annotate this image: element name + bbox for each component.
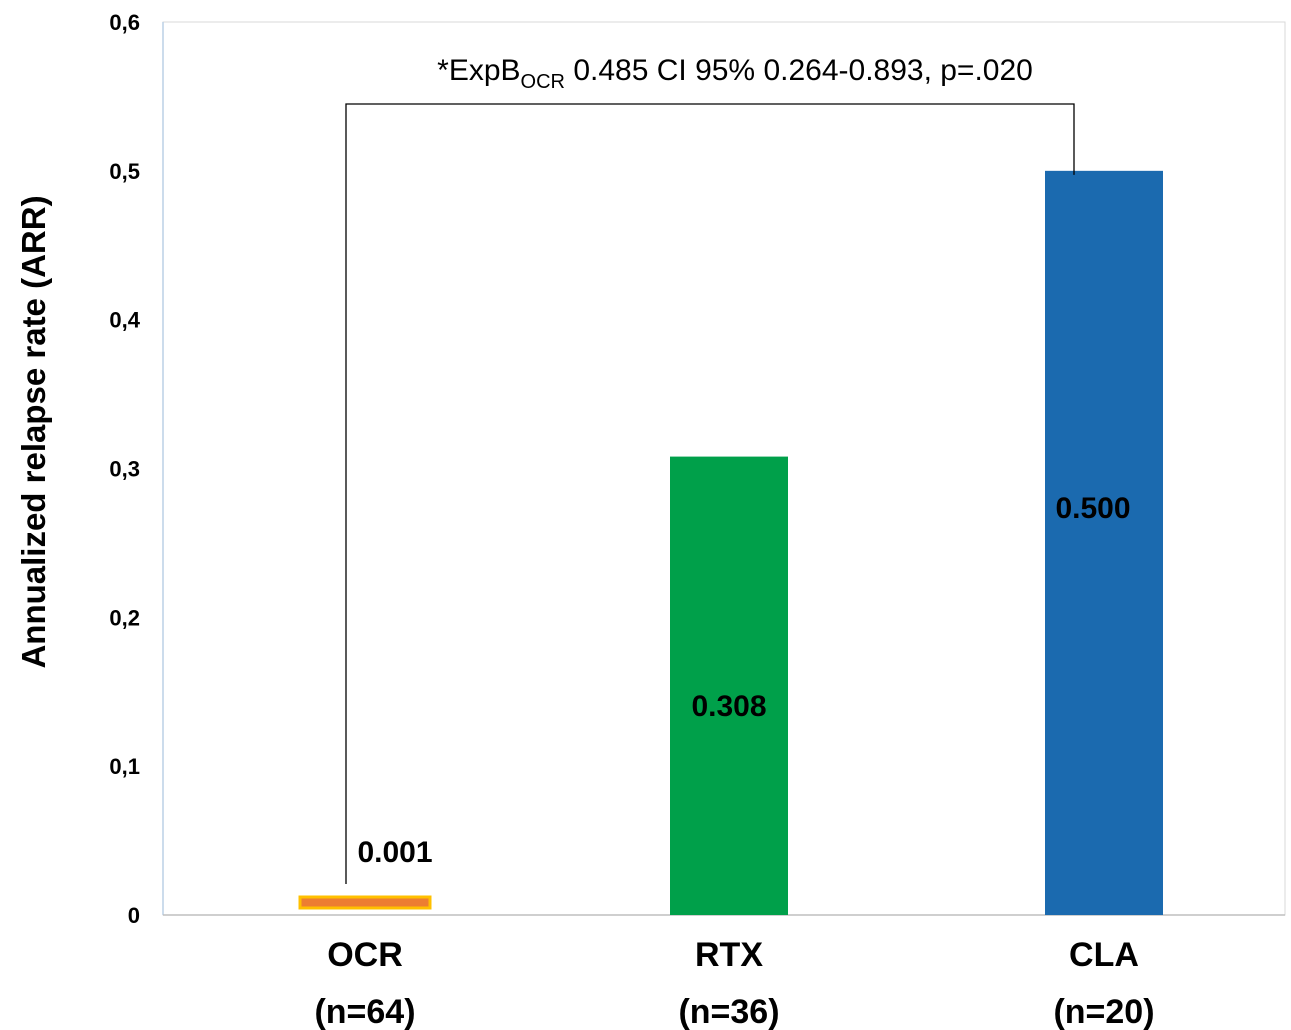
data-label-cla: 0.500 [1055,492,1130,525]
y-tick-label: 0,2 [109,605,140,630]
x-category-label: RTX [695,936,763,974]
data-labels: 0.001 0.308 0.500 [357,492,1130,869]
annotation-prefix: *ExpB [437,54,520,87]
annotation-suffix: 0.485 CI 95% 0.264-0.893, p=.020 [565,54,1033,87]
y-tick-label: 0,5 [109,159,140,184]
annotation-subscript: OCR [521,71,565,93]
data-label-rtx: 0.308 [691,690,766,723]
x-category-subtitle: (n=20) [1053,993,1154,1030]
significance-bracket [345,103,1075,884]
y-axis-label: Annualized relapse rate (ARR) [15,195,52,668]
x-category-subtitle: (n=36) [678,993,779,1030]
y-tick-label: 0,1 [109,754,140,779]
y-tick-label: 0,3 [109,457,140,482]
bars [298,170,1163,916]
significance-annotation: *ExpBOCR 0.485 CI 95% 0.264-0.893, p=.02… [437,54,1033,93]
x-category-label: CLA [1069,936,1139,974]
y-tick-label: 0,4 [109,308,140,333]
x-category-labels: OCR (n=64) RTX (n=36) CLA (n=20) [314,936,1154,1030]
x-category-subtitle: (n=64) [314,993,415,1030]
bar-rtx [670,456,788,915]
bar-cla [1045,170,1163,916]
x-category-label: OCR [327,936,403,974]
data-label-ocr: 0.001 [357,836,432,869]
y-tick-label: 0,6 [109,10,140,35]
bar-ocr [298,895,432,910]
y-tick-label: 0 [128,903,140,928]
y-tick-labels: 0 0,1 0,2 0,3 0,4 0,5 0,6 [109,10,140,928]
